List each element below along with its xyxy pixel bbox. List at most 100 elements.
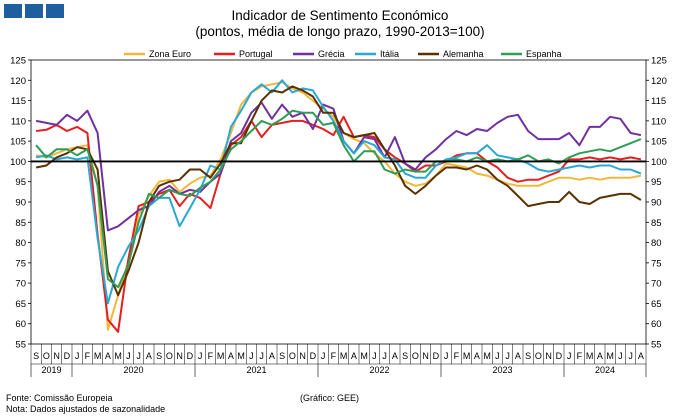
y-tick-label-left: 120	[10, 76, 26, 87]
y-tick-label-right: 100	[651, 157, 667, 168]
y-tick-label-left: 80	[15, 238, 26, 249]
x-tick-label: M	[483, 351, 491, 361]
y-tick-label-left: 115	[11, 96, 26, 107]
x-tick-label: J	[321, 351, 326, 361]
x-tick-label: A	[269, 351, 275, 361]
x-tick-label: M	[606, 351, 614, 361]
year-label: 2021	[246, 365, 266, 375]
x-tick-label: S	[525, 351, 531, 361]
year-label: 2019	[41, 365, 61, 375]
y-tick-label-right: 105	[651, 137, 667, 148]
x-tick-label: D	[187, 351, 194, 361]
x-tick-label: M	[463, 351, 471, 361]
y-tick-label-right: 95	[651, 177, 662, 188]
y-tick-label-right: 110	[651, 116, 666, 127]
x-tick-label: F	[208, 351, 214, 361]
x-tick-label: D	[310, 351, 317, 361]
x-tick-label: F	[331, 351, 337, 361]
x-tick-label: J	[372, 351, 377, 361]
x-tick-label: A	[474, 351, 480, 361]
x-tick-label: A	[146, 351, 152, 361]
series-line-alemanha	[35, 85, 642, 297]
chart-subtitle: (pontos, média de longo prazo, 1990-2013…	[195, 24, 485, 39]
legend-label: Itália	[380, 49, 399, 59]
y-tick-label-left: 85	[15, 218, 26, 229]
y-tick-label-left: 125	[10, 56, 26, 67]
legend-label: Grécia	[318, 49, 345, 59]
gee-logo	[4, 4, 64, 18]
y-tick-label-right: 55	[651, 340, 662, 351]
year-label: 2020	[123, 365, 143, 375]
x-tick-label: O	[289, 351, 296, 361]
y-tick-label-left: 55	[15, 340, 26, 351]
x-tick-label: A	[392, 351, 398, 361]
x-tick-label: M	[114, 351, 122, 361]
x-tick-label: F	[454, 351, 460, 361]
x-tick-label: A	[351, 351, 357, 361]
x-tick-label: A	[228, 351, 234, 361]
x-tick-label: M	[237, 351, 245, 361]
x-tick-label: D	[556, 351, 563, 361]
y-tick-label-right: 120	[651, 76, 667, 87]
x-tick-label: A	[638, 351, 644, 361]
y-tick-label-right: 115	[651, 96, 666, 107]
y-tick-label-right: 85	[651, 218, 662, 229]
x-tick-label: M	[94, 351, 102, 361]
y-tick-label-left: 90	[15, 198, 26, 209]
x-tick-label: D	[64, 351, 71, 361]
chart-title: Indicador de Sentimento Económico	[231, 8, 449, 23]
x-tick-label: O	[43, 351, 50, 361]
x-tick-label: J	[259, 351, 264, 361]
series-line-zona-euro	[35, 81, 642, 331]
y-tick-label-left: 70	[15, 279, 26, 290]
x-tick-label: M	[586, 351, 594, 361]
series-line-portugal	[35, 115, 642, 333]
y-tick-label-left: 110	[11, 116, 26, 127]
y-tick-label-right: 90	[651, 198, 662, 209]
x-tick-label: J	[567, 351, 572, 361]
x-tick-label: J	[126, 351, 131, 361]
x-tick-label: M	[360, 351, 368, 361]
x-tick-label: F	[85, 351, 91, 361]
graph-credit: (Gráfico: GEE)	[300, 393, 360, 403]
y-tick-label-right: 70	[651, 279, 662, 290]
y-tick-label-left: 75	[15, 258, 26, 269]
x-tick-label: S	[33, 351, 39, 361]
y-tick-label-left: 95	[15, 177, 26, 188]
x-tick-label: O	[412, 351, 419, 361]
x-tick-label: F	[577, 351, 583, 361]
x-tick-label: A	[105, 351, 111, 361]
y-tick-label-right: 60	[651, 319, 662, 330]
x-tick-label: M	[217, 351, 225, 361]
x-tick-label: N	[53, 351, 60, 361]
x-tick-label: S	[279, 351, 285, 361]
y-tick-label-right: 80	[651, 238, 662, 249]
x-tick-label: N	[422, 351, 429, 361]
y-tick-label-left: 105	[10, 137, 26, 148]
x-tick-label: O	[166, 351, 173, 361]
x-tick-label: N	[299, 351, 306, 361]
x-tick-label: J	[382, 351, 387, 361]
x-tick-label: J	[618, 351, 623, 361]
series-line-espanha	[35, 109, 642, 289]
y-tick-label-left: 60	[15, 319, 26, 330]
x-tick-label: N	[176, 351, 183, 361]
x-tick-label: J	[444, 351, 449, 361]
y-tick-label-right: 125	[651, 56, 667, 67]
x-tick-label: N	[545, 351, 552, 361]
source-note: Fonte: Comissão Europeia	[6, 393, 113, 403]
x-tick-label: M	[340, 351, 348, 361]
x-tick-label: J	[628, 351, 633, 361]
x-tick-label: J	[249, 351, 254, 361]
x-tick-label: J	[505, 351, 510, 361]
x-tick-label: J	[198, 351, 203, 361]
y-tick-label-right: 75	[651, 258, 662, 269]
x-tick-label: S	[402, 351, 408, 361]
y-tick-label-right: 65	[651, 299, 662, 310]
x-tick-label: S	[156, 351, 162, 361]
y-tick-label-left: 100	[10, 157, 26, 168]
x-tick-label: O	[535, 351, 542, 361]
year-label: 2024	[595, 365, 615, 375]
legend-label: Espanha	[526, 49, 562, 59]
